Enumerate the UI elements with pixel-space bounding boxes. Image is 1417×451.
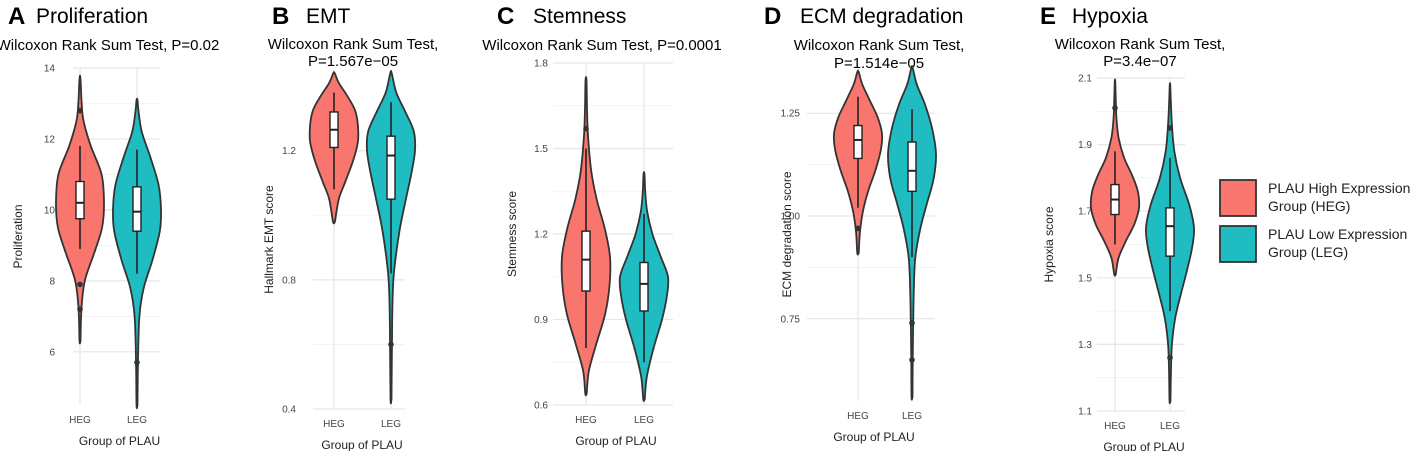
panel-title: Hypoxia	[1072, 5, 1148, 28]
y-axis-title: Stemness score	[505, 191, 519, 277]
outlier-point	[583, 125, 589, 132]
panel-letter: E	[1040, 3, 1056, 30]
outlier-point	[77, 281, 83, 288]
box-iqr	[386, 135, 396, 200]
legend-label-line2: Group (HEG)	[1268, 198, 1350, 214]
y-tick-label: 12	[44, 134, 56, 145]
legend-key	[1219, 225, 1257, 263]
panel-e: E Hypoxia Wilcoxon Rank Sum Test,P=3.4e−07…	[1040, 3, 1225, 451]
x-tick-label: HEG	[69, 415, 91, 426]
y-tick-label: 0.6	[534, 401, 548, 412]
y-tick-label: 1.00	[781, 212, 801, 223]
panel-letter: A	[8, 3, 25, 30]
y-axis-title: Hypoxia score	[1042, 206, 1056, 282]
panel-d: D ECM degradation Wilcoxon Rank Sum Test,P…	[764, 3, 964, 444]
test-subtitle: Wilcoxon Rank Sum Test, P=0.0001	[482, 37, 721, 54]
panel-letter: C	[497, 3, 514, 30]
outlier-point	[1167, 125, 1173, 131]
box-iqr	[639, 261, 649, 312]
legend-key	[1219, 179, 1257, 217]
y-tick-label: 0.4	[282, 405, 296, 416]
outlier-point	[909, 320, 915, 326]
panel-a: A Proliferation Wilcoxon Rank Sum Test, P=…	[0, 3, 219, 448]
panel-title: ECM degradation	[800, 5, 963, 28]
x-tick-label: LEG	[902, 411, 922, 422]
y-tick-label: 1.5	[534, 144, 548, 155]
outlier-point	[388, 341, 394, 348]
box-iqr	[75, 180, 85, 220]
x-axis-title: Group of PLAU	[575, 434, 656, 448]
test-subtitle: Wilcoxon Rank Sum Test,	[1055, 36, 1226, 53]
y-tick-label: 1.5	[1078, 273, 1092, 284]
y-tick-label: 0.9	[534, 315, 548, 326]
outlier-point	[1167, 354, 1173, 361]
y-tick-label: 0.75	[781, 314, 801, 325]
x-axis-title: Group of PLAU	[321, 438, 402, 451]
box-iqr	[581, 230, 591, 292]
y-tick-label: 1.25	[781, 109, 801, 120]
panel-letter: B	[272, 3, 289, 30]
outlier-point	[77, 107, 83, 114]
y-tick-label: 1.3	[1078, 340, 1092, 351]
outlier-point	[855, 225, 861, 232]
y-tick-label: 6	[49, 347, 55, 358]
box-iqr	[907, 141, 917, 193]
x-axis-title: Group of PLAU	[79, 434, 160, 448]
y-tick-label: 2.1	[1078, 74, 1092, 85]
y-axis-title: ECM degradation score	[780, 171, 794, 297]
x-axis-title: Group of PLAU	[833, 430, 914, 444]
test-subtitle: P=3.4e−07	[1103, 53, 1176, 70]
panel-b: B EMT Wilcoxon Rank Sum Test,P=1.567e−05 0.…	[262, 3, 438, 451]
legend-item-leg: PLAU Low Expression Group (LEG)	[1219, 225, 1407, 263]
y-tick-label: 0.8	[282, 275, 296, 286]
test-subtitle: P=1.514e−05	[834, 55, 924, 72]
test-subtitle: P=1.567e−05	[308, 53, 398, 70]
test-subtitle: Wilcoxon Rank Sum Test, P=0.02	[0, 37, 219, 54]
y-tick-label: 8	[49, 276, 55, 287]
x-tick-label: LEG	[127, 415, 147, 426]
legend: PLAU High Expression Group (HEG) PLAU Low …	[1219, 179, 1410, 263]
outlier-point	[77, 306, 83, 313]
panel-c: C Stemness Wilcoxon Rank Sum Test, P=0.000…	[482, 3, 721, 448]
y-tick-label: 14	[44, 64, 56, 75]
legend-label-line1: PLAU High Expression	[1268, 180, 1410, 196]
legend-item-heg: PLAU High Expression Group (HEG)	[1219, 179, 1410, 217]
y-axis-title: Hallmark EMT score	[262, 185, 276, 294]
test-subtitle: Wilcoxon Rank Sum Test,	[268, 36, 439, 53]
y-tick-label: 1.7	[1078, 207, 1092, 218]
y-tick-label: 1.8	[534, 59, 548, 70]
y-tick-label: 1.1	[1078, 407, 1092, 418]
panel-title: Stemness	[533, 5, 626, 28]
outlier-point	[134, 359, 140, 366]
y-tick-label: 10	[44, 205, 56, 216]
outlier-point	[1112, 105, 1118, 111]
panel-title: Proliferation	[36, 5, 148, 28]
x-tick-label: HEG	[575, 415, 597, 426]
y-tick-label: 1.9	[1078, 140, 1092, 151]
outlier-point	[909, 357, 915, 363]
y-tick-label: 1.2	[534, 230, 548, 241]
y-axis-title: Proliferation	[11, 204, 25, 268]
x-tick-label: LEG	[381, 419, 401, 430]
panel-title: EMT	[306, 5, 351, 28]
y-tick-label: 1.2	[282, 146, 296, 157]
box-iqr	[132, 186, 142, 232]
x-tick-label: HEG	[847, 411, 869, 422]
test-subtitle: Wilcoxon Rank Sum Test,	[794, 37, 965, 54]
legend-label-line1: PLAU Low Expression	[1268, 226, 1407, 242]
box-iqr	[853, 124, 863, 160]
x-tick-label: LEG	[1160, 421, 1180, 432]
x-tick-label: HEG	[1104, 421, 1126, 432]
box-iqr	[1165, 207, 1175, 257]
panel-letter: D	[764, 3, 781, 30]
x-tick-label: LEG	[634, 415, 654, 426]
x-axis-title: Group of PLAU	[1103, 440, 1184, 451]
x-tick-label: HEG	[323, 419, 345, 430]
legend-label-line2: Group (LEG)	[1268, 244, 1348, 260]
